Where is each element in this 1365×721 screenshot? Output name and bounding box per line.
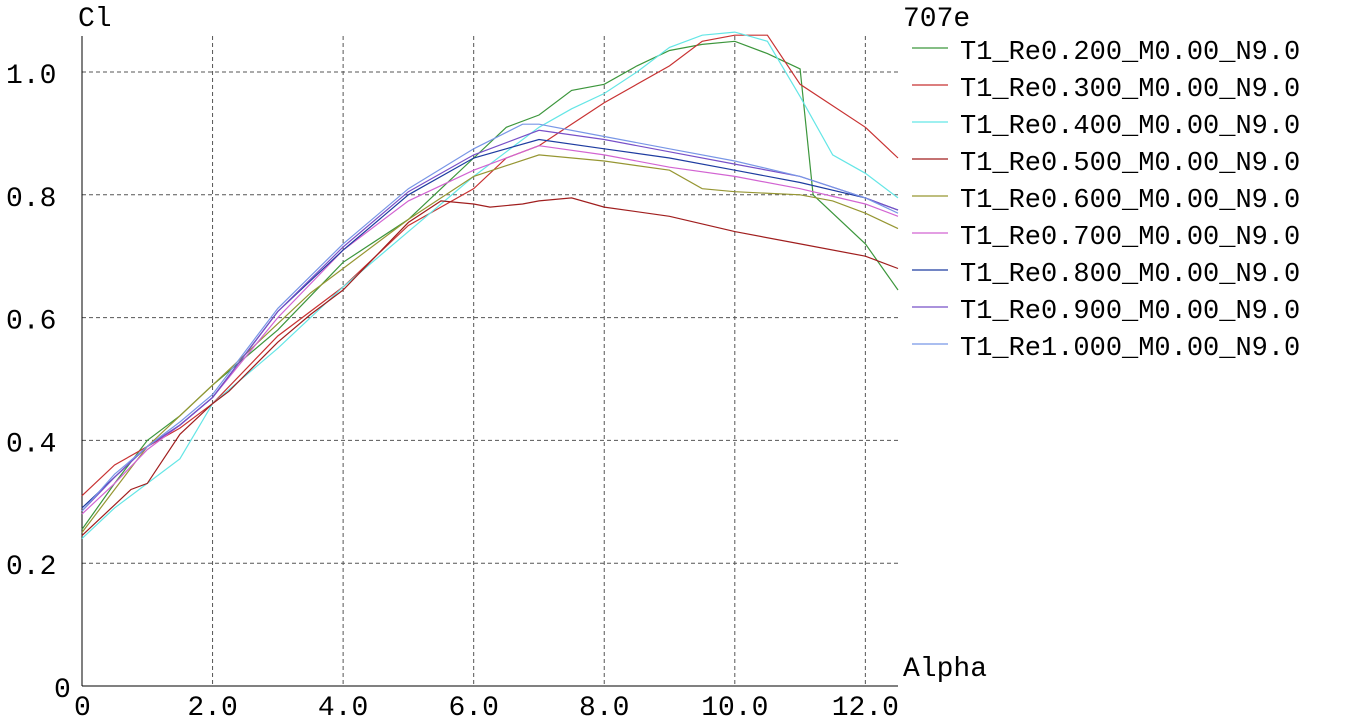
x-tick-label: 6.0 [448, 693, 498, 721]
series-line-9 [81, 123, 899, 512]
y-tick-label: 0.2 [6, 552, 56, 583]
legend-label: T1_Re0.300_M0.00_N9.0 [960, 75, 1300, 105]
legend-label: T1_Re1.000_M0.00_N9.0 [960, 334, 1300, 364]
legend-label: T1_Re0.700_M0.00_N9.0 [960, 223, 1300, 253]
x-tick-label: 8.0 [579, 693, 629, 721]
series-lines [81, 31, 899, 540]
y-tick-label: 0.4 [6, 429, 56, 460]
x-tick-label: 10.0 [701, 693, 768, 721]
y-tick-label: 1.0 [6, 61, 56, 92]
x-tick-label: 12.0 [832, 693, 899, 721]
legend: T1_Re0.200_M0.00_N9.0 T1_Re0.300_M0.00_N9… [912, 38, 1300, 364]
grid-lines [82, 36, 898, 686]
y-tick-label: 0.8 [6, 184, 56, 215]
series-line-1 [81, 40, 899, 530]
legend-label: T1_Re0.600_M0.00_N9.0 [960, 186, 1300, 216]
x-tick-label: 2.0 [187, 693, 237, 721]
series-line-3 [81, 31, 899, 540]
legend-label: T1_Re0.500_M0.00_N9.0 [960, 149, 1300, 179]
series-line-5 [81, 154, 899, 533]
x-tick-label: 0 [74, 693, 91, 721]
series-line-4 [81, 197, 899, 537]
tick-labels: 0 2.0 4.0 6.0 8.0 10.0 12.0 0 0.2 0.4 0.6 0.8 1.0 [6, 61, 899, 721]
chart-title: 707e [903, 4, 970, 35]
legend-label: T1_Re0.200_M0.00_N9.0 [960, 38, 1300, 68]
series-line-2 [81, 34, 899, 497]
y-axis-label: Cl [78, 4, 112, 35]
legend-label: T1_Re0.400_M0.00_N9.0 [960, 112, 1300, 142]
series-line-6 [81, 145, 899, 515]
series-line-8 [81, 129, 899, 512]
x-axis-label: Alpha [903, 654, 987, 685]
legend-label: T1_Re0.900_M0.00_N9.0 [960, 297, 1300, 327]
x-tick-label: 4.0 [318, 693, 368, 721]
axes [81, 36, 898, 687]
y-tick-label: 0 [54, 675, 71, 706]
legend-label: T1_Re0.800_M0.00_N9.0 [960, 260, 1300, 290]
y-tick-label: 0.6 [6, 307, 56, 338]
